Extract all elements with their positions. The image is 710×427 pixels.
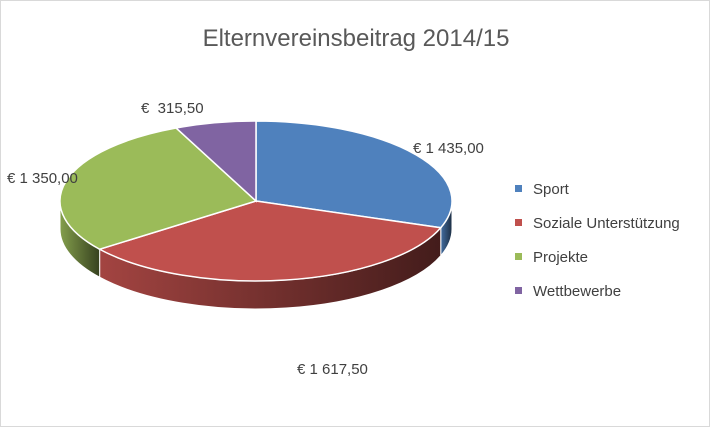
pie-tops (59, 120, 453, 282)
legend-label-wettbewerbe: Wettbewerbe (533, 283, 621, 300)
slice-sport (255, 120, 453, 229)
legend-label-sport: Sport (533, 181, 570, 198)
data-label-wettbewerbe: € 315,50 (141, 100, 204, 117)
slice-wettbewerbe (174, 120, 257, 203)
data-label-sport: € 1 435,00 (413, 140, 484, 157)
legend-label-projekte: Projekte (533, 249, 588, 266)
legend-swatch-sport (515, 185, 522, 192)
legend-label-soziale-unterst-tzung: Soziale Unterstützung (533, 215, 680, 232)
chart-title: Elternvereinsbeitrag 2014/15 (203, 25, 510, 52)
data-labels: € 1 435,00 € 1 617,50 € 1 350,00 € 315,50 (7, 100, 484, 378)
data-label-soziale-unterst-tzung: € 1 617,50 (297, 361, 368, 378)
legend-swatch-projekte (515, 253, 522, 260)
legend-swatch-wettbewerbe (515, 287, 522, 294)
legend: Sport Soziale Unterstützung Projekte Wettbe… (515, 181, 680, 300)
slice-soziale-unterst-tzung (97, 200, 443, 282)
data-label-projekte: € 1 350,00 (7, 170, 78, 187)
legend-swatch-soziale-unterst-tzung (515, 219, 522, 226)
slice-projekte (59, 127, 258, 251)
